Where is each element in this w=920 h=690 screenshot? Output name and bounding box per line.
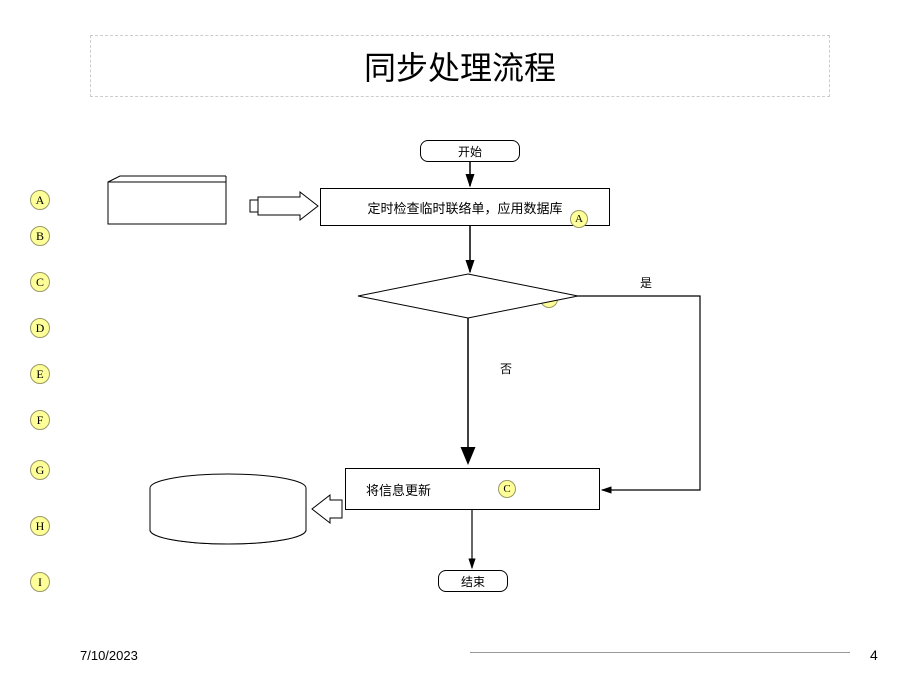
block-arrow-left-icon	[312, 495, 342, 523]
footer-date: 7/10/2023	[80, 648, 138, 663]
sidebar-letter-d: D	[30, 318, 50, 338]
sidebar-letter-b: B	[30, 226, 50, 246]
block-arrow-icon	[250, 192, 318, 220]
sidebar-letter-h: H	[30, 516, 50, 536]
sidebar-letter-f: F	[30, 410, 50, 430]
node-badge-b: B	[540, 290, 558, 308]
flow-start: 开始	[420, 140, 520, 162]
flow-process-a-label: 定时检查临时联络单，应用数据库	[367, 198, 562, 217]
footer-rule	[470, 652, 850, 653]
edge-no-label: 否	[500, 360, 512, 377]
flow-end: 结束	[438, 570, 508, 592]
cylinder-db-line1: 远地临时联络单	[183, 497, 274, 512]
flow-process-c-label: 将信息更新	[366, 480, 431, 499]
input-db-text: 临时联络单 应用数据库	[118, 186, 183, 220]
flow-end-label: 结束	[461, 573, 485, 590]
flow-process-a: 定时检查临时联络单，应用数据库	[320, 188, 610, 226]
edge-yes-label: 是	[640, 274, 652, 291]
input-db-line1: 临时联络单	[118, 187, 183, 202]
sidebar-letter-e: E	[30, 364, 50, 384]
sidebar-letter-g: G	[30, 460, 50, 480]
sidebar-letter-c: C	[30, 272, 50, 292]
decision-label: 信息一致否	[438, 289, 493, 305]
cylinder-db-text: 远地临时联络单 应用数据库	[170, 496, 288, 530]
cylinder-db-line2: 应用数据库	[196, 514, 261, 529]
sidebar-letter-i: I	[30, 572, 50, 592]
flow-start-label: 开始	[458, 143, 482, 160]
node-badge-a: A	[570, 210, 588, 228]
title-box: 同步处理流程	[90, 35, 830, 97]
input-db-line2: 应用数据库	[118, 204, 183, 219]
sidebar-letter-a: A	[30, 190, 50, 210]
node-badge-c: C	[498, 480, 516, 498]
footer-pagenum: 4	[870, 647, 878, 663]
page-title: 同步处理流程	[364, 43, 556, 89]
flow-process-c: 将信息更新	[345, 468, 600, 510]
